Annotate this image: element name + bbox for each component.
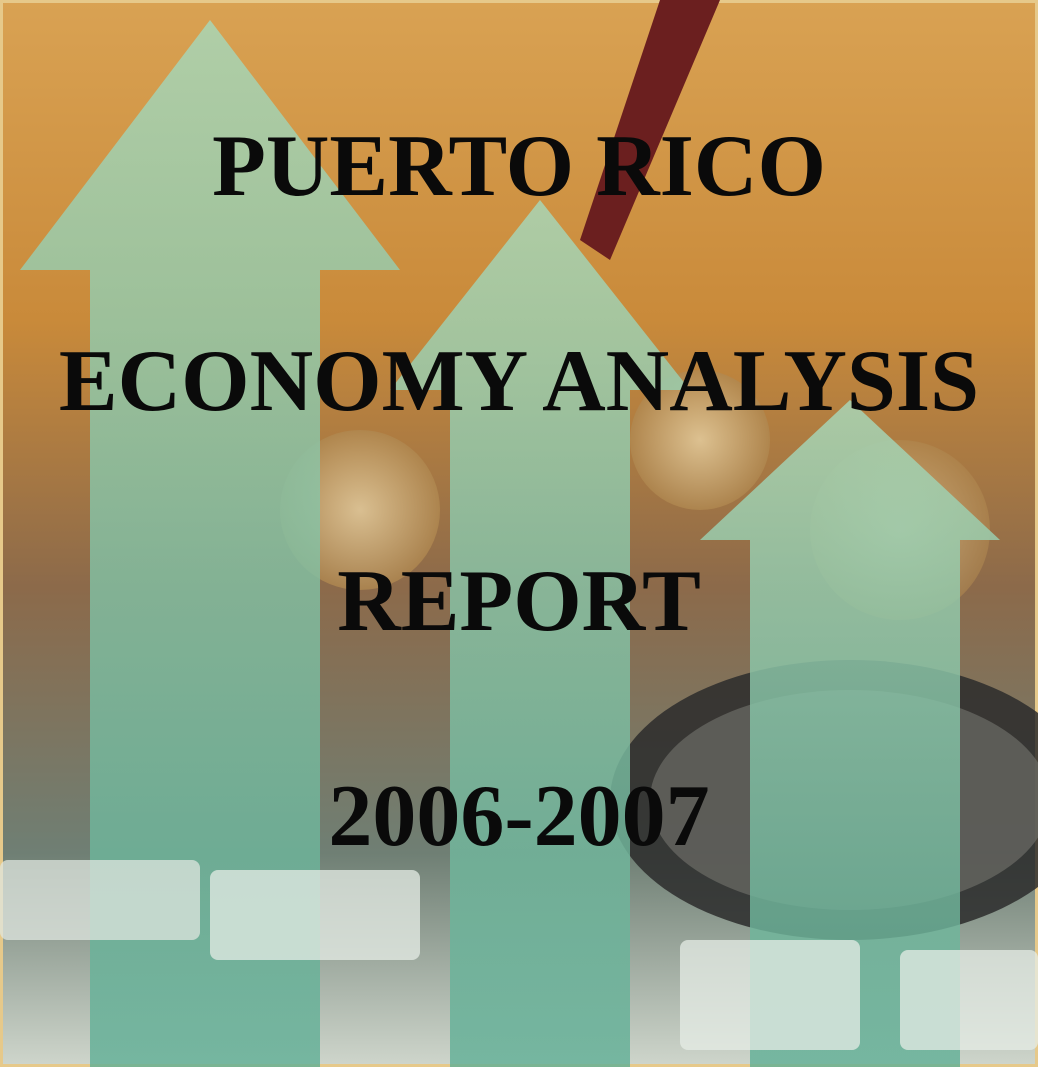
cover: PUERTO RICO ECONOMY ANALYSIS REPORT 2006… <box>0 0 1038 1067</box>
key <box>210 870 420 960</box>
key <box>680 940 860 1050</box>
title-line: PUERTO RICO <box>212 118 826 215</box>
title-line: 2006-2007 <box>328 768 709 865</box>
page: PUERTO RICO ECONOMY ANALYSIS REPORT 2006… <box>0 0 1038 1067</box>
title-line: REPORT <box>337 553 701 650</box>
key <box>900 950 1038 1050</box>
title-line: ECONOMY ANALYSIS <box>59 333 979 430</box>
key <box>0 860 200 940</box>
